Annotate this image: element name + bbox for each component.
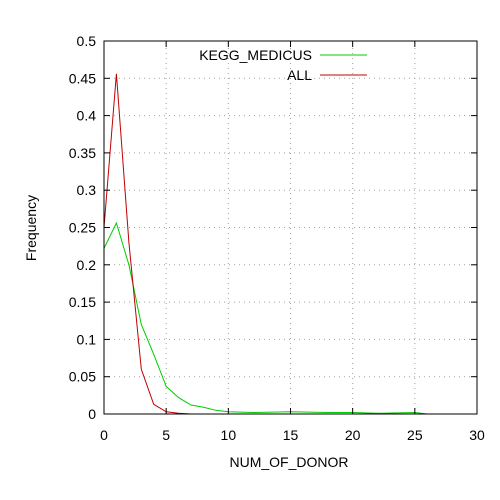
grid bbox=[104, 41, 477, 414]
x-tick-label: 5 bbox=[162, 427, 170, 443]
series-lines bbox=[103, 73, 428, 415]
x-tick-label: 0 bbox=[100, 427, 108, 443]
x-axis-label: NUM_OF_DONOR bbox=[229, 454, 348, 470]
tick-labels: 0 5 10 15 20 25 30 0 0.05 0.1 0.15 0.2 0.25 0.3 0.35 0.… bbox=[69, 33, 485, 443]
series-line-all bbox=[103, 73, 192, 415]
x-tick-label: 20 bbox=[345, 427, 361, 443]
y-tick-label: 0.5 bbox=[77, 33, 97, 49]
y-tick-label: 0 bbox=[88, 406, 96, 422]
x-tick-label: 30 bbox=[469, 427, 485, 443]
y-tick-label: 0.15 bbox=[69, 294, 96, 310]
y-tick-label: 0.05 bbox=[69, 369, 96, 385]
y-tick-label: 0.25 bbox=[69, 220, 96, 236]
legend-label: ALL bbox=[287, 67, 312, 83]
x-tick-label: 15 bbox=[283, 427, 299, 443]
y-tick-label: 0.2 bbox=[77, 257, 97, 273]
legend: KEGG_MEDICUS ALL bbox=[199, 47, 367, 83]
y-tick-label: 0.3 bbox=[77, 182, 97, 198]
y-tick-label: 0.35 bbox=[69, 145, 96, 161]
axis-ticks bbox=[103, 40, 478, 415]
y-axis-label: Frequency bbox=[23, 195, 39, 261]
y-tick-label: 0.45 bbox=[69, 70, 96, 86]
y-tick-label: 0.1 bbox=[77, 331, 97, 347]
legend-label: KEGG_MEDICUS bbox=[199, 47, 312, 63]
y-tick-label: 0.4 bbox=[77, 108, 97, 124]
series-line-kegg-medicus bbox=[103, 221, 428, 415]
x-tick-label: 25 bbox=[407, 427, 423, 443]
x-tick-label: 10 bbox=[221, 427, 237, 443]
